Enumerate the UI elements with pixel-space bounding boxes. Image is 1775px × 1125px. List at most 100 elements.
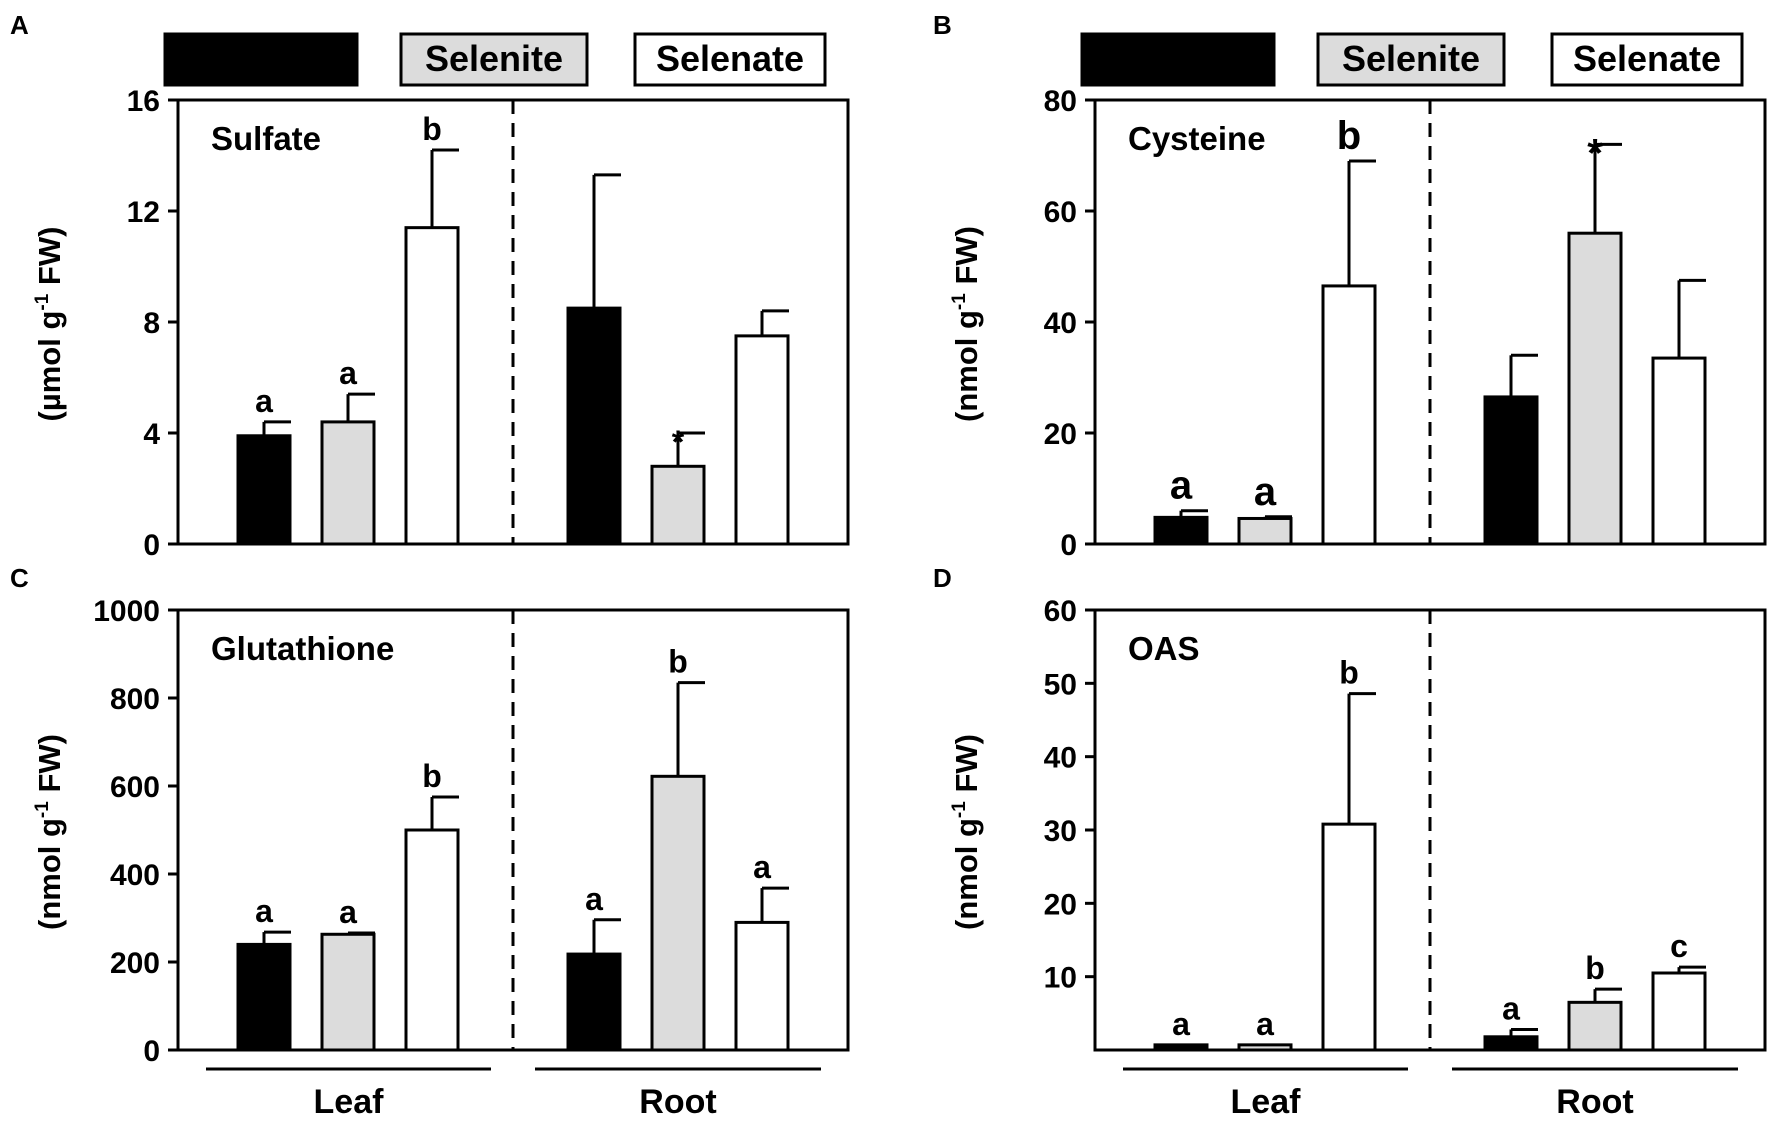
bar-root-control: [566, 306, 622, 546]
significance-label-leaf-selenate: b: [422, 758, 442, 794]
bar-leaf-selenate: [404, 226, 460, 546]
group-label-root: Root: [1556, 1083, 1633, 1121]
significance-label-leaf-control: a: [255, 383, 273, 419]
bar-root-selenite: [1567, 231, 1623, 546]
y-tick-label: 40: [1044, 742, 1077, 775]
y-axis-label: (nmol g-1 FW): [949, 734, 984, 930]
legend-swatch-control: [163, 32, 359, 87]
y-axis-label-superscript: -1: [32, 801, 53, 818]
significance-label-leaf-selenate: b: [422, 111, 442, 147]
chart-title: Sulfate: [211, 120, 321, 157]
panel-letter: B: [933, 10, 952, 40]
significance-label-leaf-selenite: a: [339, 355, 357, 391]
bar-leaf-control: [1153, 515, 1209, 546]
significance-label-leaf-selenite: a: [1254, 470, 1277, 514]
significance-label-leaf-selenate: b: [1337, 114, 1361, 158]
bar-leaf-selenite: [320, 420, 376, 546]
group-label-root: Root: [639, 1083, 716, 1121]
y-axis-label-main: (nmol g: [949, 310, 984, 422]
bar-leaf-control: [236, 434, 292, 546]
bar-root-selenite: [1567, 1000, 1623, 1052]
significance-label-root-selenite: *: [1587, 131, 1603, 175]
bar-root-selenate: [734, 334, 790, 546]
significance-label-root-control: a: [1502, 990, 1520, 1026]
bar-root-control: [566, 952, 622, 1052]
y-tick-label: 12: [127, 196, 160, 229]
panel-A: A Control Selenite Selenate 0 4 8 12 16 (µmol g-1…: [10, 10, 850, 562]
y-axis-label-main: (µmol g: [32, 311, 67, 422]
group-label-leaf: Leaf: [1231, 1083, 1302, 1121]
chart-title: Cysteine: [1128, 120, 1266, 157]
y-axis-label-unit: FW): [32, 227, 67, 294]
y-tick-label: 0: [1060, 529, 1077, 562]
significance-label-root-control: a: [585, 881, 603, 917]
y-axis-label-unit: FW): [949, 734, 984, 801]
bar-root-selenite: [650, 774, 706, 1052]
bar-root-selenate: [734, 920, 790, 1052]
bar-root-selenite: [650, 464, 706, 546]
y-axis-label-main: (nmol g: [32, 818, 67, 930]
chart-title: OAS: [1128, 630, 1200, 667]
significance-label-root-selenite: b: [668, 644, 688, 680]
panel-D: D 10 20 30 40 50 60 (nmol g-1 FW) OAS a a b a b c Leaf R…: [933, 563, 1767, 1121]
y-tick-label: 8: [143, 307, 160, 340]
y-axis-label: (nmol g-1 FW): [32, 734, 67, 930]
bar-root-selenate: [1651, 356, 1707, 546]
significance-label-leaf-selenite: a: [1256, 1006, 1274, 1042]
legend: Control Selenite Selenate: [1080, 32, 1744, 87]
y-tick-label: 40: [1044, 307, 1077, 340]
bar-leaf-selenate: [1321, 822, 1377, 1052]
y-axis-label: (µmol g-1 FW): [32, 227, 67, 422]
y-tick-label: 60: [1044, 196, 1077, 229]
legend-label-selenite: Selenite: [1342, 38, 1480, 79]
y-tick-label: 0: [143, 529, 160, 562]
y-tick-label: 10: [1044, 962, 1077, 995]
y-axis-label-superscript: -1: [949, 293, 970, 310]
panel-C: C 0 200 400 600 800 1000 (nmol g-1 FW) Glutathio…: [10, 563, 850, 1121]
bar-leaf-selenite: [320, 932, 376, 1052]
significance-label-root-selenite: *: [672, 424, 685, 460]
significance-label-leaf-control: a: [1170, 464, 1193, 508]
panel-letter: A: [10, 10, 29, 40]
significance-label-leaf-selenate: b: [1339, 655, 1359, 691]
y-tick-label: 60: [1044, 595, 1077, 628]
y-tick-label: 800: [110, 683, 160, 716]
legend-label-selenite: Selenite: [425, 38, 563, 79]
bar-root-selenate: [1651, 971, 1707, 1052]
bar-leaf-control: [236, 942, 292, 1052]
legend: Control Selenite Selenate: [163, 32, 827, 87]
legend-swatch-selenate: [1550, 32, 1744, 87]
panel-letter: C: [10, 563, 29, 593]
legend-swatch-control: [1080, 32, 1276, 87]
y-tick-label: 200: [110, 947, 160, 980]
bar-leaf-control: [1153, 1043, 1209, 1052]
significance-label-leaf-control: a: [255, 893, 273, 929]
y-tick-label: 20: [1044, 418, 1077, 451]
legend-swatch-selenite: [1316, 32, 1506, 87]
y-tick-label: 16: [127, 85, 160, 118]
y-axis-label-main: (nmol g: [949, 818, 984, 930]
significance-label-leaf-selenite: a: [339, 894, 357, 930]
y-axis-label-superscript: -1: [32, 293, 53, 310]
panel-B: B Control Selenite Selenate 0 20 40 60 80 (nmol g…: [933, 10, 1767, 562]
y-tick-label: 4: [143, 418, 160, 451]
legend-label-selenate: Selenate: [1573, 38, 1721, 79]
bar-leaf-selenite: [1237, 516, 1293, 546]
panel-letter: D: [933, 563, 952, 593]
bar-leaf-selenate: [404, 828, 460, 1052]
y-axis-label-superscript: -1: [949, 801, 970, 818]
group-label-leaf: Leaf: [314, 1083, 385, 1121]
y-tick-label: 20: [1044, 888, 1077, 921]
legend-label-control: Control: [197, 38, 325, 79]
y-tick-label: 50: [1044, 668, 1077, 701]
legend-swatch-selenite: [399, 32, 589, 87]
y-axis-label: (nmol g-1 FW): [949, 226, 984, 422]
y-axis-label-unit: FW): [949, 226, 984, 293]
legend-swatch-selenate: [633, 32, 827, 87]
y-tick-label: 400: [110, 859, 160, 892]
significance-label-root-selenite: b: [1585, 950, 1605, 986]
bar-leaf-selenate: [1321, 284, 1377, 546]
y-tick-label: 1000: [93, 595, 160, 628]
bar-leaf-selenite: [1237, 1043, 1293, 1052]
